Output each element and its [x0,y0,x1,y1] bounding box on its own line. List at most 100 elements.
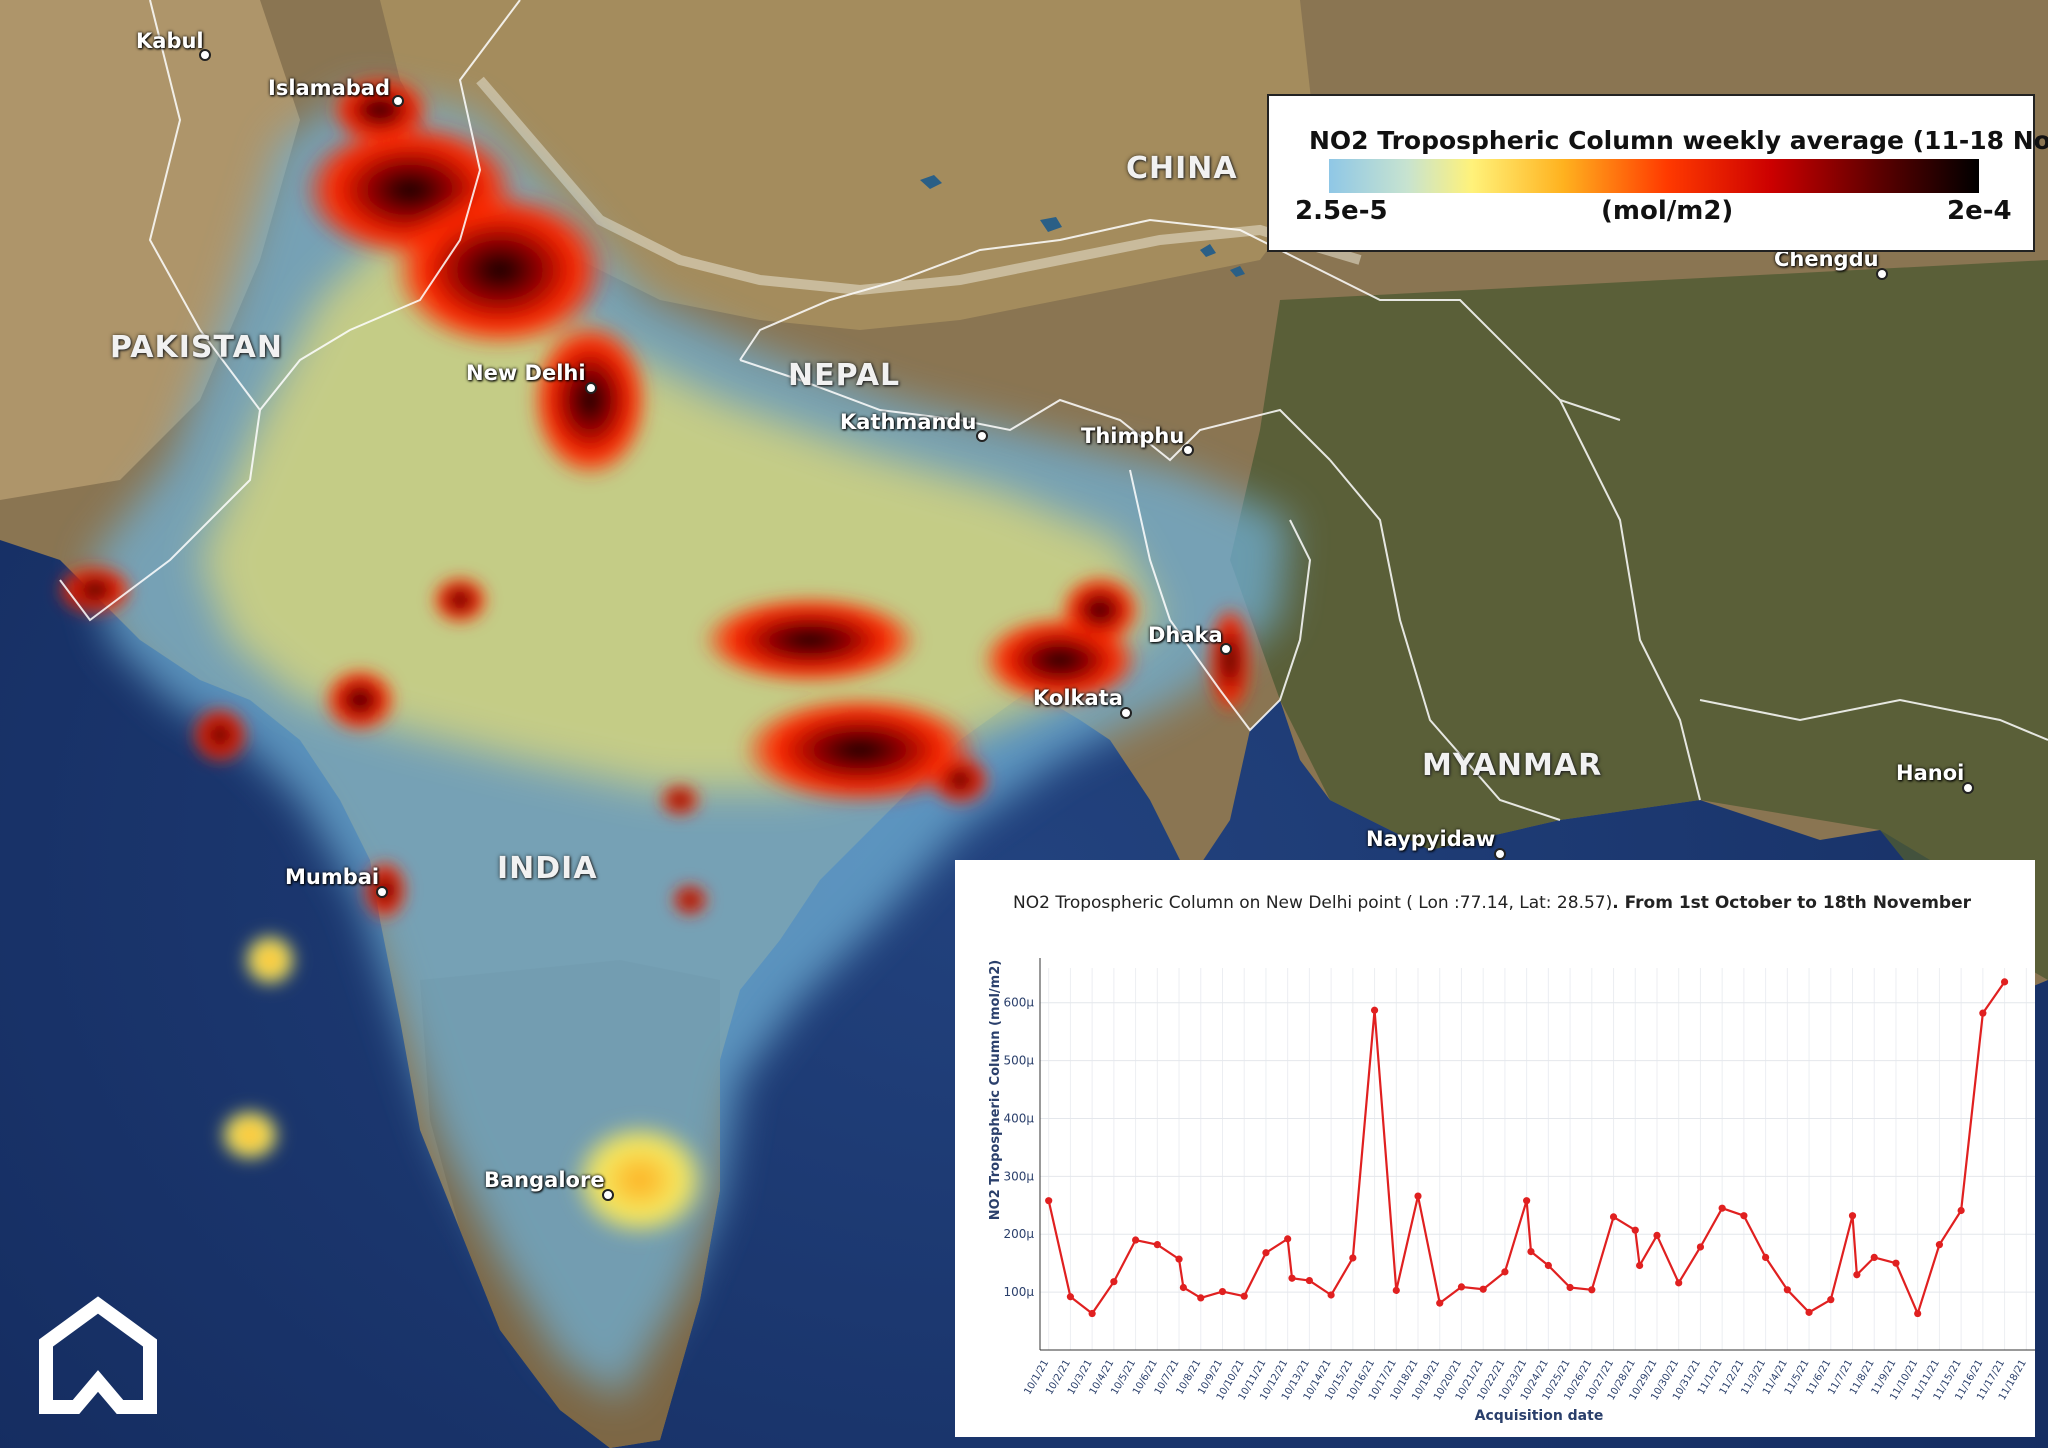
data-point [1523,1197,1531,1205]
data-point [1088,1309,1096,1318]
y-tick-label: 200μ [1003,1227,1034,1241]
data-point [1479,1285,1487,1293]
data-point [1179,1283,1187,1292]
data-point [1848,1212,1857,1220]
chart-title-regular: NO2 Tropospheric Column on New Delhi poi… [1013,893,1613,913]
no2-hotspots [57,75,1252,1240]
data-point [1566,1283,1574,1292]
city-label-bangalore: Bangalore [484,1168,605,1192]
data-point [1870,1253,1878,1261]
data-point [1935,1241,1944,1249]
legend-title: NO2 Tropospheric Column weekly average (… [1309,126,2048,155]
data-point [1527,1248,1535,1256]
city-marker-dhaka [1220,643,1232,655]
se-asia-forest [1230,260,2048,980]
city-label-hanoi: Hanoi [1896,761,1965,785]
afghan-desert [0,0,300,500]
data-point [1914,1309,1922,1318]
colorbar-legend: NO2 Tropospheric Column weekly average (… [1267,94,2048,252]
country-label-india: INDIA [497,851,598,886]
data-point [1783,1286,1791,1294]
data-point [1853,1271,1861,1279]
data-point [1740,1212,1748,1220]
data-point [1392,1286,1400,1294]
city-label-kabul: Kabul [136,29,204,53]
data-point [1131,1236,1140,1244]
no2-yellow-belt [200,220,1160,790]
city-marker-kabul [199,49,211,61]
city-marker-kolkata [1120,707,1132,719]
data-point [1153,1241,1161,1249]
city-label-new-delhi: New Delhi [466,361,586,385]
data-point [1349,1254,1357,1262]
city-marker-mumbai [376,886,388,898]
data-point [1636,1261,1644,1270]
country-label-china: CHINA [1126,151,1238,186]
data-point [1262,1249,1270,1257]
y-tick-label: 600μ [1003,996,1034,1010]
city-marker-chengdu [1876,268,1888,280]
country-label-myanmar: MYANMAR [1422,748,1603,783]
chart-series [1045,978,2009,1318]
data-point [1288,1274,1296,1282]
city-label-naypyidaw: Naypyidaw [1366,827,1496,851]
data-point [1957,1206,1965,1215]
chart-grid [1040,968,2035,1350]
data-point [1414,1192,1422,1200]
data-point [1066,1293,1075,1301]
y-tick-label: 400μ [1003,1111,1034,1125]
city-label-islamabad: Islamabad [268,76,390,100]
legend-min-label: 2.5e-5 [1295,196,1388,226]
chart-title: NO2 Tropospheric Column on New Delhi poi… [1013,893,1971,913]
mountain-ridge [476,76,1362,296]
city-label-thimphu: Thimphu [1081,424,1185,448]
city-label-kathmandu: Kathmandu [840,410,977,434]
data-point [1544,1261,1552,1270]
data-point [1653,1231,1661,1239]
data-point [1110,1278,1118,1286]
x-axis-title: Acquisition date [1475,1408,1604,1424]
legend-max-label: 2e-4 [1947,196,2012,226]
country-label-nepal: NEPAL [788,358,901,393]
city-marker-new-delhi [585,382,597,394]
data-point [1327,1291,1335,1299]
borders [59,0,2048,821]
data-point [1457,1283,1466,1291]
data-point [1197,1294,1205,1302]
data-point [1284,1235,1292,1243]
y-tick-label: 300μ [1003,1169,1034,1183]
data-point [1305,1276,1313,1285]
data-point [1240,1292,1248,1300]
data-point [1609,1213,1618,1221]
data-point [1370,1006,1379,1014]
himalaya-plateau [380,0,1320,330]
data-point [1762,1253,1770,1261]
city-marker-islamabad [392,95,404,107]
city-label-mumbai: Mumbai [285,865,380,889]
brand-logo [39,1296,157,1414]
series-line [1047,981,2006,1315]
y-tick-label: 100μ [1003,1285,1034,1299]
data-point [1979,1009,1987,1017]
country-label-pakistan: PAKISTAN [110,330,283,365]
city-marker-naypyidaw [1494,848,1506,860]
line-chart: 100μ200μ300μ400μ500μ600μ10/1/2110/2/2110… [988,958,2035,1424]
data-point [2000,978,2009,986]
legend-color-ramp [1329,159,1979,193]
data-point [1436,1299,1444,1307]
city-label-kolkata: Kolkata [1033,686,1123,710]
chart-title-bold: . From 1st October to 18th November [1612,893,1972,913]
city-marker-bangalore [602,1189,614,1201]
y-axis-title: NO2 Tropospheric Column (mol/m2) [988,960,1003,1220]
data-point [1631,1226,1639,1234]
data-point [1218,1287,1227,1296]
data-point [1675,1279,1683,1287]
data-point [1718,1204,1726,1212]
data-point [1696,1243,1705,1251]
data-point [1892,1259,1900,1267]
city-label-dhaka: Dhaka [1148,623,1223,647]
y-tick-label: 500μ [1003,1054,1034,1068]
data-point [1805,1308,1813,1316]
data-point [1588,1286,1596,1294]
data-point [1827,1296,1835,1304]
